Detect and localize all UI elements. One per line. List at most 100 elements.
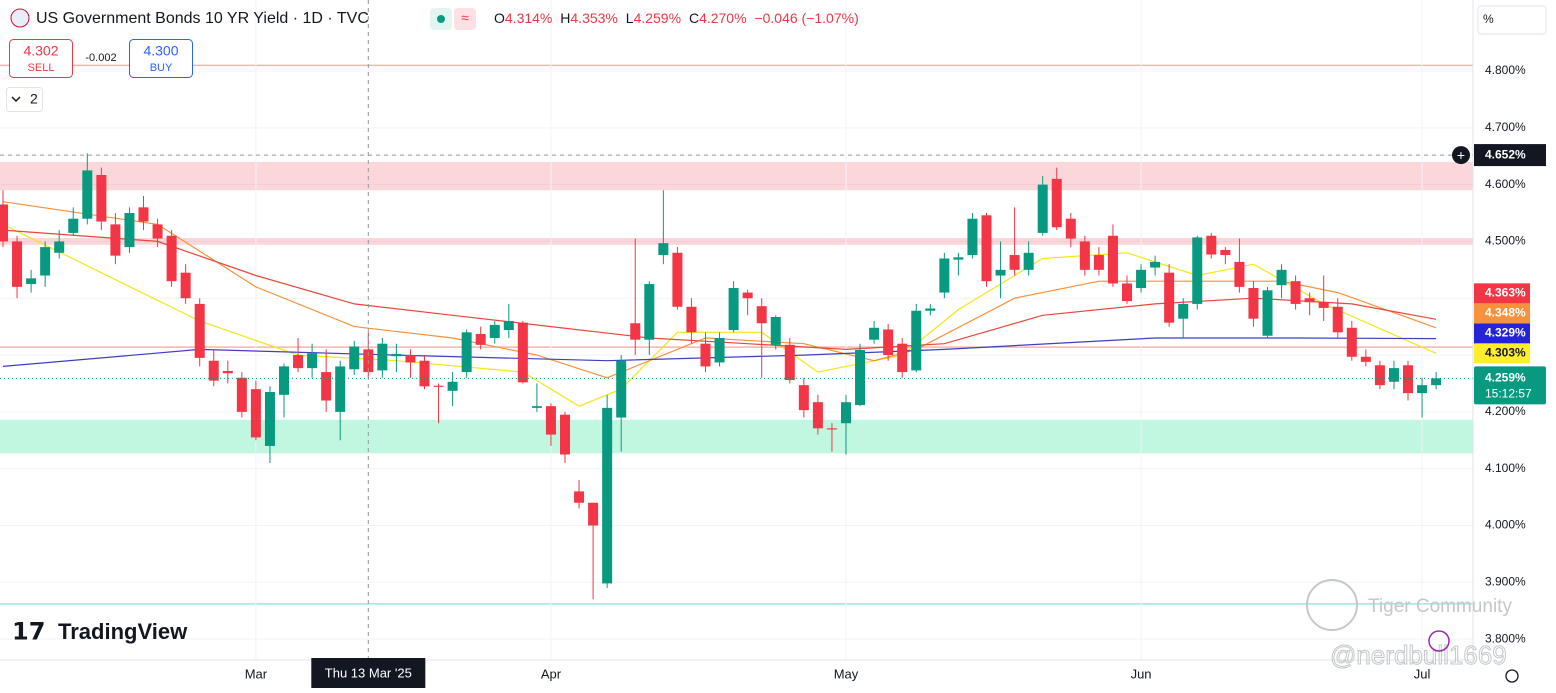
delay-badge (454, 8, 476, 30)
candle-body (784, 344, 795, 381)
candle-body (855, 349, 866, 406)
y-tick-label: 3.800% (1485, 631, 1526, 645)
logo-mark: 𝟭𝟳 (12, 618, 45, 645)
candle-body (1178, 303, 1189, 319)
indicator-count: 2 (30, 91, 38, 107)
candle-body (236, 377, 247, 412)
y-tick-label: 4.700% (1485, 120, 1526, 134)
candle-body (1248, 288, 1259, 319)
candle-body (26, 278, 37, 285)
ohlc-value: 4.270% (699, 10, 746, 26)
time-axis (0, 660, 1473, 693)
ohlc-key: O (494, 10, 505, 26)
symbol-title[interactable]: US Government Bonds 10 YR Yield · 1D · T… (36, 10, 369, 27)
candle-body (68, 218, 79, 233)
flag-icon (10, 8, 30, 28)
settings-icon[interactable] (1505, 669, 1519, 683)
candle-body (588, 502, 599, 526)
candle-body (869, 327, 880, 340)
candle-body (798, 385, 809, 411)
candle-body (1037, 184, 1048, 233)
crosshair-add-icon: + (1457, 147, 1465, 163)
ohlc-key: L (626, 10, 634, 26)
candle-body (377, 343, 388, 371)
buy-label: BUY (150, 62, 173, 74)
watermark: Tiger Community (1368, 596, 1512, 617)
candle-body (1093, 255, 1104, 270)
candle-body (756, 306, 767, 324)
candle-body (1192, 237, 1203, 304)
price-tag (1474, 323, 1530, 344)
candle-body (1051, 178, 1062, 228)
price-tag (1474, 283, 1530, 304)
y-tick-label: 4.000% (1485, 518, 1526, 532)
zone (0, 419, 1473, 454)
unit-box[interactable] (1477, 5, 1547, 35)
candle-body (419, 360, 430, 387)
candle-body (686, 306, 697, 333)
candle-body (981, 215, 992, 282)
chevron (11, 96, 21, 103)
sell-button[interactable] (9, 39, 73, 78)
crosshair-add[interactable] (1452, 146, 1470, 165)
candle-body (1136, 269, 1147, 289)
candle-body (911, 310, 922, 371)
candle-body (995, 269, 1006, 276)
candle-body (349, 346, 360, 370)
candle-body (40, 247, 51, 276)
candle-body (110, 224, 121, 256)
indicator-toggle[interactable] (6, 87, 43, 112)
candle-body (1206, 235, 1217, 255)
y-tick-label: 4.500% (1485, 234, 1526, 248)
candle-body (531, 406, 542, 408)
candle-body (0, 204, 8, 242)
candle-body (602, 407, 613, 584)
moving-average (2, 337, 1437, 367)
x-tick-label: Jun (1131, 666, 1152, 681)
candle-body (1388, 368, 1399, 382)
candle-body (630, 323, 641, 340)
crosshair-label: 4.652% (1485, 147, 1526, 161)
moving-average (2, 229, 1437, 351)
crosshair-tag (1474, 144, 1546, 167)
candle-body (770, 316, 781, 345)
price-tag (1474, 343, 1530, 364)
ohlc-value: 4.314% (505, 10, 552, 26)
candle-body (517, 322, 528, 383)
candle-body (841, 402, 851, 424)
zone (0, 238, 1473, 245)
buy-button[interactable] (129, 39, 193, 78)
candle-body (1220, 249, 1231, 256)
candle-body (180, 272, 191, 299)
candle-body (574, 491, 585, 503)
y-tick-label: 4.600% (1485, 177, 1526, 191)
ohlc-key: H (560, 10, 570, 26)
candle-body (1164, 272, 1175, 323)
candle-body (1403, 365, 1413, 394)
alert-icon[interactable] (1428, 630, 1450, 652)
candle-body (1150, 261, 1161, 268)
candle-body (1290, 281, 1301, 304)
moving-average (2, 201, 1437, 379)
candle-body (279, 366, 289, 395)
candle-body (208, 360, 219, 381)
handle: @nerdbull1669 (1330, 640, 1507, 670)
candle-body (12, 241, 23, 287)
spread: -0.002 (85, 52, 116, 64)
candle-body (321, 372, 332, 401)
candle-body (616, 360, 627, 418)
candle-body (560, 414, 570, 455)
candle-body (433, 385, 444, 387)
candle-body (1360, 356, 1371, 362)
candle-body (883, 329, 894, 356)
last-price-tag (1474, 366, 1546, 405)
delay-icon: ≈ (461, 10, 469, 26)
price-tag-label: 4.363% (1485, 286, 1526, 300)
candle-body (475, 334, 486, 345)
watermark-icon (1306, 579, 1358, 631)
plot-area (0, 0, 1473, 660)
x-tick-label: Mar (245, 666, 268, 681)
candle-body (967, 218, 978, 256)
candle-body (714, 338, 725, 363)
